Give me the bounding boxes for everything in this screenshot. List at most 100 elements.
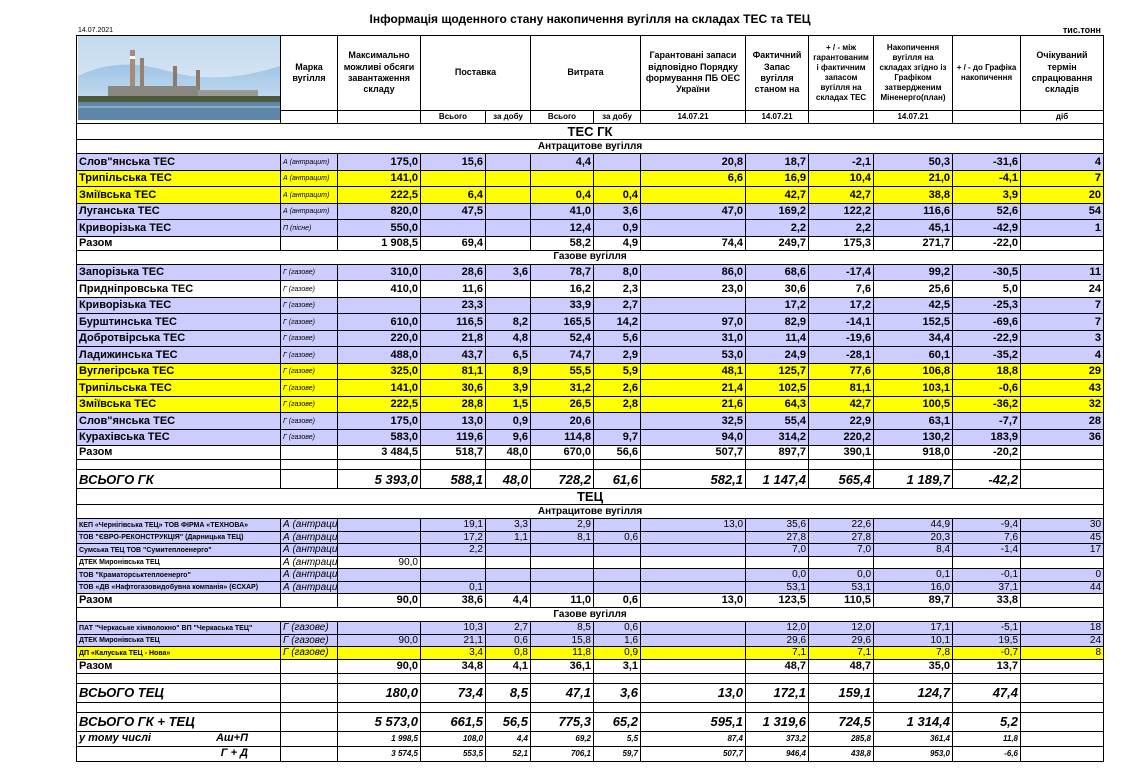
cell: 7,1 [745, 646, 810, 660]
cell: Запорізька ТЕС [76, 263, 281, 282]
cell: 1,6 [592, 633, 642, 648]
table-body: ТЕС ГК Антрацитове вугілля Слов"янська ТЕС… [75, 123, 1105, 762]
cell: 3 [1020, 329, 1105, 348]
cell: 4 [1020, 346, 1105, 364]
cell: 21,4 [640, 379, 747, 397]
cell: -4,1 [952, 169, 1022, 188]
cell [280, 445, 338, 461]
cell [640, 672, 747, 684]
cell [808, 109, 875, 125]
cell: А (антрацит) [280, 518, 338, 532]
cell: 26,5 [530, 395, 594, 414]
cell: 17,2 [420, 530, 486, 545]
cell: 3,9 [952, 186, 1022, 204]
cell: -28,1 [808, 346, 875, 364]
cell: 1,1 [485, 530, 531, 545]
cell: 52,1 [485, 745, 531, 762]
sub-header: за добу [485, 109, 531, 125]
cell: 582,1 [640, 469, 747, 490]
cell: 4,8 [485, 329, 531, 348]
cell [745, 701, 810, 713]
cell: -5,1 [952, 621, 1022, 635]
cell: 65,2 [592, 711, 642, 732]
cell [952, 109, 1022, 125]
cell: 3,6 [592, 682, 642, 703]
cell [808, 555, 875, 570]
cell: -0,7 [952, 646, 1022, 660]
cell: 15,8 [530, 633, 594, 648]
cell [952, 459, 1022, 471]
cell: 8,5 [485, 682, 531, 703]
cell: 1 [1020, 219, 1105, 237]
cell [1020, 658, 1105, 674]
cell [1020, 445, 1105, 461]
row: Добротвірська ТЕС Г (газове) 220,0 21,8 4,8 5… [76, 329, 1105, 348]
cell: ДТЕК Миронівська ТЕЦ [76, 555, 281, 570]
cell: 106,8 [873, 362, 954, 381]
cell [530, 672, 594, 684]
cell: 918,0 [873, 445, 954, 461]
cell: 68,6 [745, 263, 810, 282]
cell [592, 459, 642, 471]
cell: 20,3 [873, 530, 954, 545]
cell: 550,0 [337, 219, 421, 237]
cell: -0,1 [952, 568, 1022, 582]
cell: Криворізька ТЕС [76, 219, 281, 237]
cell: 86,0 [640, 263, 747, 282]
cell: Г (газове) [280, 379, 338, 397]
cell [337, 701, 421, 713]
cell: 2,2 [808, 219, 875, 237]
cell [1020, 593, 1105, 609]
cell: 1,5 [485, 395, 531, 414]
cell: 2,2 [420, 543, 486, 557]
cell [808, 672, 875, 684]
cell: 23,0 [640, 280, 747, 298]
cell: 20,8 [640, 153, 747, 171]
cell: 19,5 [952, 633, 1022, 648]
cell: 27,8 [808, 530, 875, 545]
cell: 116,5 [420, 313, 486, 331]
cell [592, 153, 642, 171]
cell: -42,9 [952, 219, 1022, 237]
cell: 0,9 [485, 412, 531, 430]
cell: 12,0 [745, 621, 810, 635]
cell: 29,6 [808, 633, 875, 648]
cell: ДТЕК Миронівська ТЕЦ [76, 633, 281, 648]
photo [76, 34, 281, 125]
cell: 13,0 [640, 593, 747, 609]
cell: 16,0 [873, 580, 954, 595]
cell: 1 189,7 [873, 469, 954, 490]
cell: 34,8 [420, 658, 486, 674]
row: ТОВ "ЄВРО-РЕКОНСТРУКЦІЯ" (Дарницька ТЕЦ)… [76, 530, 1105, 545]
cell: 18,8 [952, 362, 1022, 381]
cell: 7,0 [745, 543, 810, 557]
cell [1020, 745, 1105, 762]
row: Г + Д 3 574,5 553,5 52,1 706,1 59,7 507,7 946,4… [76, 745, 1105, 762]
sub-header: 14.07.21 [873, 109, 954, 125]
cell: 2,2 [745, 219, 810, 237]
cell: 54 [1020, 202, 1105, 221]
cell [592, 543, 642, 557]
cell [640, 568, 747, 582]
cell: 97,0 [640, 313, 747, 331]
date: 14.07.2021 [78, 27, 114, 34]
cell: Г (газове) [280, 395, 338, 414]
cell: 6,5 [485, 346, 531, 364]
cell: 11,0 [530, 593, 594, 609]
cell: 35,0 [873, 658, 954, 674]
cell [530, 701, 594, 713]
row: Ладижинська ТЕС Г (газове) 488,0 43,7 6,5 74,… [76, 346, 1105, 364]
cell: 5 393,0 [337, 469, 421, 490]
cell: 8,9 [485, 362, 531, 381]
cell: 28,6 [420, 263, 486, 282]
cell: 35,6 [745, 518, 810, 532]
cell [485, 296, 531, 315]
cell [592, 518, 642, 532]
cell [873, 459, 954, 471]
row: Луганська ТЕС А (антрацит) 820,0 47,5 41,0 3,… [76, 202, 1105, 221]
cell [952, 555, 1022, 570]
cell: 8,1 [530, 530, 594, 545]
cell: 6,4 [420, 186, 486, 204]
cell: Слов"янська ТЕС [76, 153, 281, 171]
cell: 48,0 [485, 445, 531, 461]
